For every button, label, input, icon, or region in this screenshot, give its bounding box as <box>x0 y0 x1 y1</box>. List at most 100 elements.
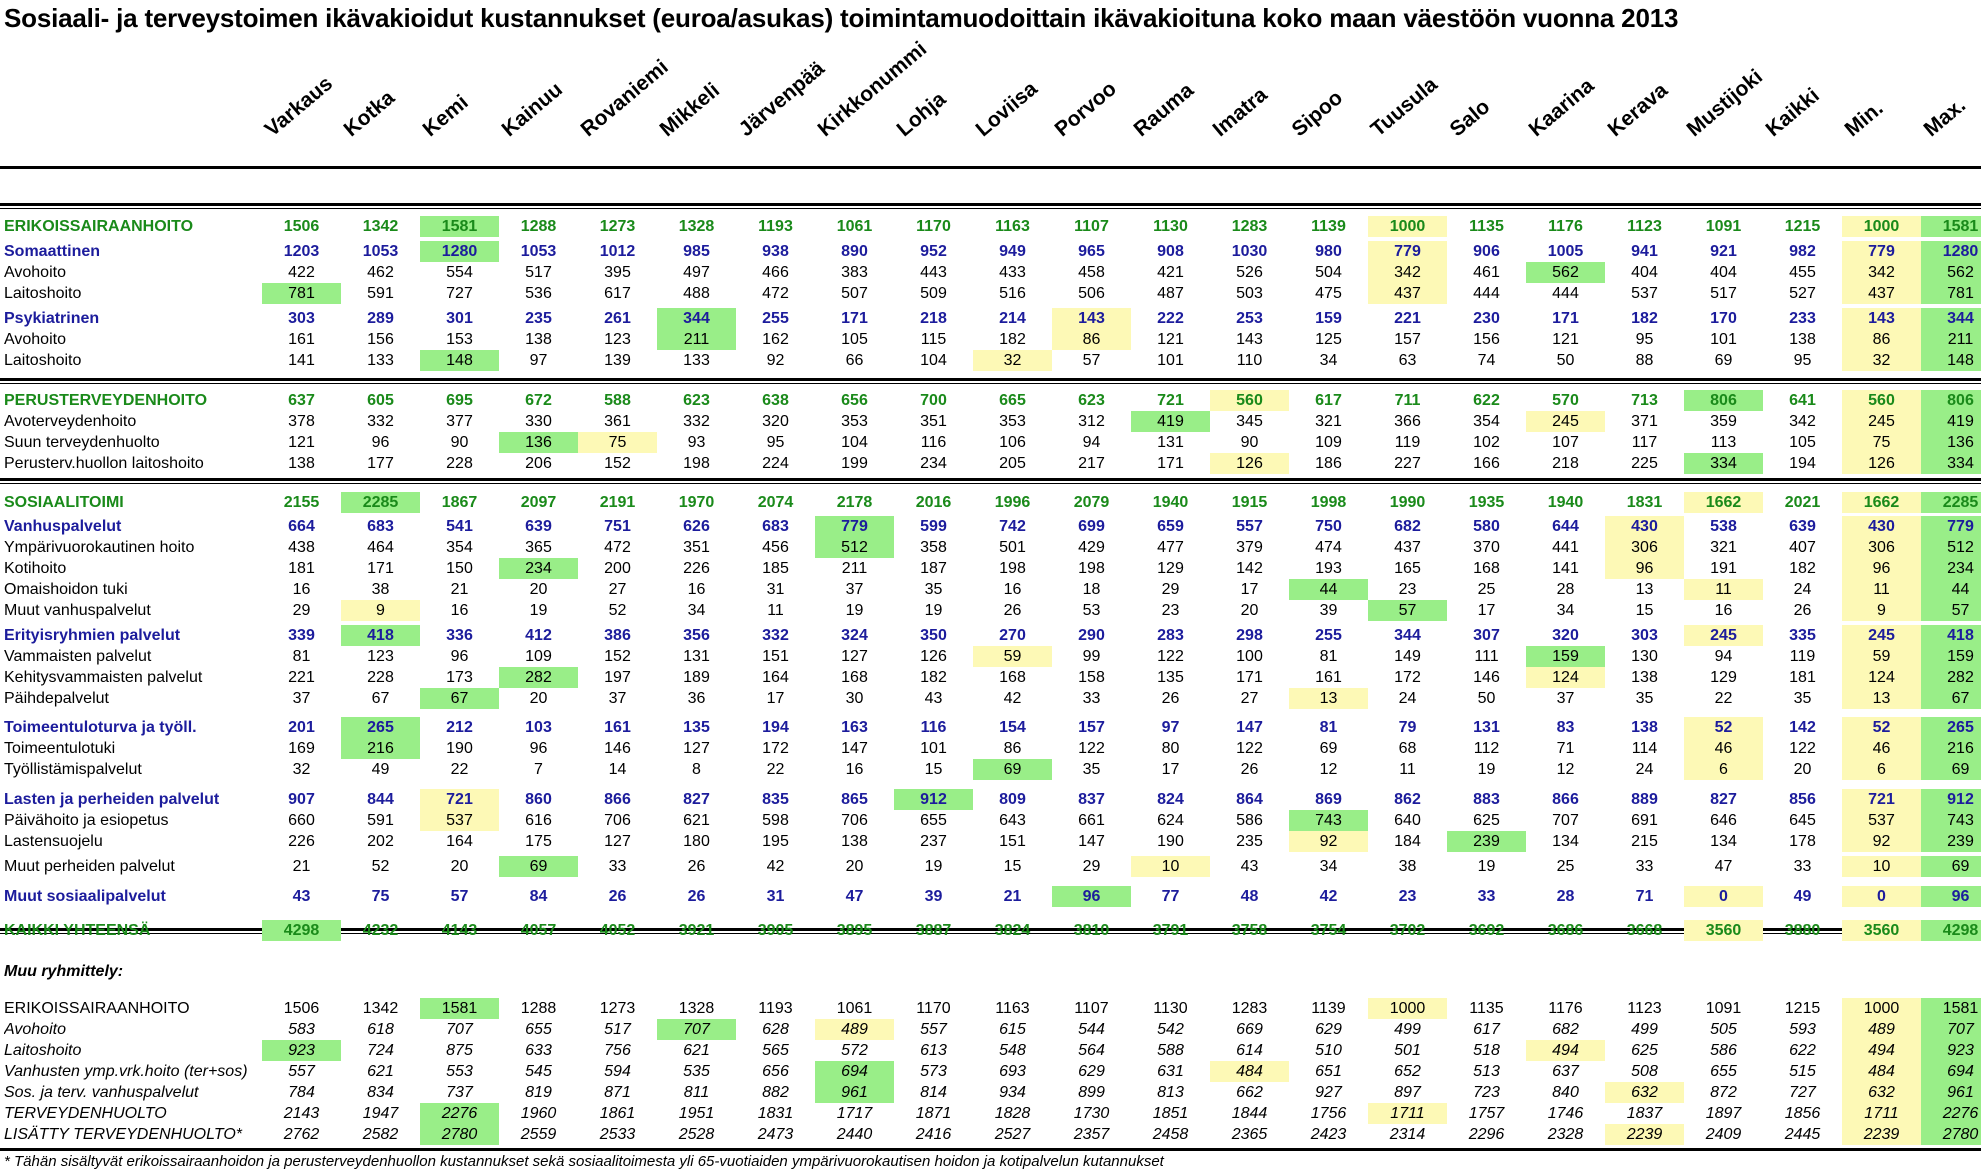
table-cell: 95 <box>766 434 785 451</box>
table-cell: 1711 <box>1842 1103 1921 1124</box>
row-label: Lasten ja perheiden palvelut <box>4 791 220 808</box>
divider <box>0 203 1981 206</box>
table-row: Työllistämispalvelut 32 49 22 7 14 8 22 16 15 69 35… <box>0 759 1981 780</box>
divider <box>0 483 1981 484</box>
table-cell: 96 <box>1052 886 1131 907</box>
table-cell: 0 <box>1684 886 1763 907</box>
column-header: Mustijoki <box>1682 65 1768 142</box>
table-cell: 497 <box>683 264 710 281</box>
table-cell: 97 <box>1161 719 1180 736</box>
table-cell: 74 <box>1477 352 1496 369</box>
table-cell: 560 <box>1210 390 1289 411</box>
table-cell: 22 <box>450 761 469 778</box>
table-cell: 907 <box>288 791 315 808</box>
table-cell: 598 <box>762 812 789 829</box>
table-cell: 418 <box>1921 625 1981 646</box>
row-label: Suun terveydenhuolto <box>4 434 160 451</box>
table-cell: 1506 <box>283 1000 320 1017</box>
table-cell: 628 <box>762 1021 789 1038</box>
table-cell: 306 <box>1842 537 1921 558</box>
table-cell: 344 <box>657 308 736 329</box>
table-cell: 438 <box>288 539 315 556</box>
table-cell: 33 <box>1635 858 1654 875</box>
table-cell: 141 <box>1552 560 1579 577</box>
table-cell: 75 <box>371 888 390 905</box>
table-cell: 168 <box>1473 560 1500 577</box>
table-cell: 215 <box>1631 833 1658 850</box>
table-cell: 358 <box>920 539 947 556</box>
table-cell: 618 <box>367 1021 394 1038</box>
table-cell: 216 <box>341 738 420 759</box>
table-cell: 512 <box>1921 537 1981 558</box>
table-cell: 157 <box>1394 331 1421 348</box>
table-cell: 949 <box>999 243 1026 260</box>
table-cell: 16 <box>687 581 706 598</box>
table-cell: 588 <box>604 392 631 409</box>
table-cell: 25 <box>1477 581 1496 598</box>
table-cell: 2528 <box>678 1126 715 1143</box>
table-cell: 44 <box>1289 579 1368 600</box>
table-cell: 638 <box>762 392 789 409</box>
table-row: Avohoito 583 618 707 655 517 707 628 489 557 615 54… <box>0 1019 1981 1040</box>
column-header: Loviisa <box>971 77 1042 142</box>
table-cell: 1215 <box>1784 1000 1821 1017</box>
table-cell: 499 <box>1631 1021 1658 1038</box>
table-cell: 96 <box>371 434 390 451</box>
table-cell: 535 <box>683 1063 710 1080</box>
table-cell: 1581 <box>420 998 499 1019</box>
table-cell: 156 <box>1473 331 1500 348</box>
column-header: Salo <box>1445 95 1495 142</box>
table-cell: 166 <box>1473 455 1500 472</box>
table-cell: 321 <box>1710 539 1737 556</box>
table-cell: 126 <box>1210 453 1289 474</box>
table-cell: 9 <box>341 600 420 621</box>
table-cell: 664 <box>288 518 315 535</box>
table-cell: 356 <box>683 627 710 644</box>
table-cell: 283 <box>1157 627 1184 644</box>
table-cell: 143 <box>1236 331 1263 348</box>
table-cell: 724 <box>367 1042 394 1059</box>
table-cell: 433 <box>999 264 1026 281</box>
table-cell: 265 <box>1921 717 1981 738</box>
table-cell: 138 <box>1789 331 1816 348</box>
table-cell: 20 <box>450 858 469 875</box>
table-cell: 138 <box>288 455 315 472</box>
row-label: Laitoshoito <box>4 285 82 302</box>
table-cell: 15 <box>924 761 943 778</box>
table-cell: 1990 <box>1389 494 1426 511</box>
table-cell: 168 <box>999 669 1026 686</box>
table-cell: 2533 <box>599 1126 636 1143</box>
table-cell: 122 <box>1078 740 1105 757</box>
table-cell: 837 <box>1078 791 1105 808</box>
table-cell: 1176 <box>1548 218 1583 235</box>
table-cell: 20 <box>1793 761 1812 778</box>
table-row: Vanhuspalvelut 664 683 541 639 751 626 683 779 59… <box>0 516 1981 537</box>
table-cell: 19 <box>1477 858 1496 875</box>
table-cell: 149 <box>1394 648 1421 665</box>
table-cell: 332 <box>683 413 710 430</box>
table-cell: 75 <box>1842 432 1921 453</box>
table-cell: 10 <box>1842 856 1921 877</box>
table-cell: 871 <box>604 1084 631 1101</box>
table-cell: 151 <box>762 648 789 665</box>
table-cell: 723 <box>1473 1084 1500 1101</box>
table-row: Muut sosiaalipalvelut 43 75 57 84 26 26 31 47 39 2… <box>0 886 1981 907</box>
table-cell: 395 <box>604 264 631 281</box>
column-header: Lohja <box>892 87 951 142</box>
table-cell: 2178 <box>836 494 873 511</box>
table-cell: 2762 <box>283 1126 320 1143</box>
table-cell: 2409 <box>1705 1126 1742 1143</box>
row-label: Somaattinen <box>4 243 101 260</box>
table-cell: 622 <box>1789 1042 1816 1059</box>
table-cell: 1328 <box>678 218 715 235</box>
table-cell: 2365 <box>1231 1126 1268 1143</box>
table-cell: 840 <box>1552 1084 1579 1101</box>
table-cell: 965 <box>1078 243 1105 260</box>
table-cell: 88 <box>1635 352 1654 369</box>
table-cell: 659 <box>1157 518 1184 535</box>
table-cell: 1996 <box>994 494 1031 511</box>
table-cell: 621 <box>367 1063 394 1080</box>
table-cell: 516 <box>999 285 1026 302</box>
table-cell: 96 <box>1605 558 1684 579</box>
table-cell: 332 <box>762 627 789 644</box>
